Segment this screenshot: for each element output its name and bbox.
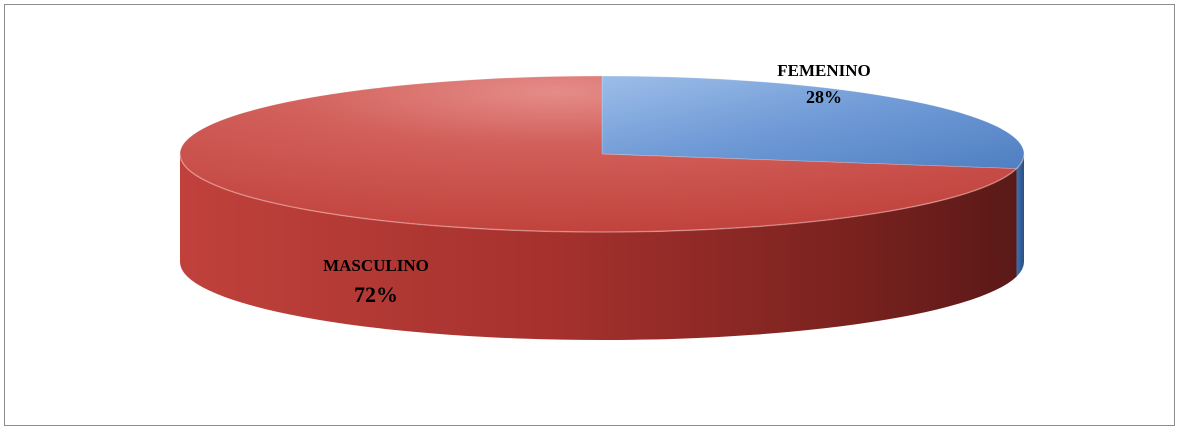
pie-slice-femenino [601,75,1025,170]
pie-side-femenino [1016,154,1024,277]
chart-frame: FEMENINO 28% MASCULINO 72% [4,4,1175,426]
slice-label-masculino: MASCULINO [323,256,429,275]
pie-side-masculino [180,154,1017,341]
slice-label-femenino: FEMENINO [777,61,871,80]
pie-slice-masculino [179,75,1018,233]
pie-chart: FEMENINO 28% MASCULINO 72% [179,61,1025,341]
slice-percent-masculino: 72% [354,282,398,307]
pie-rim [179,153,1025,233]
slice-percent-femenino: 28% [806,87,842,107]
